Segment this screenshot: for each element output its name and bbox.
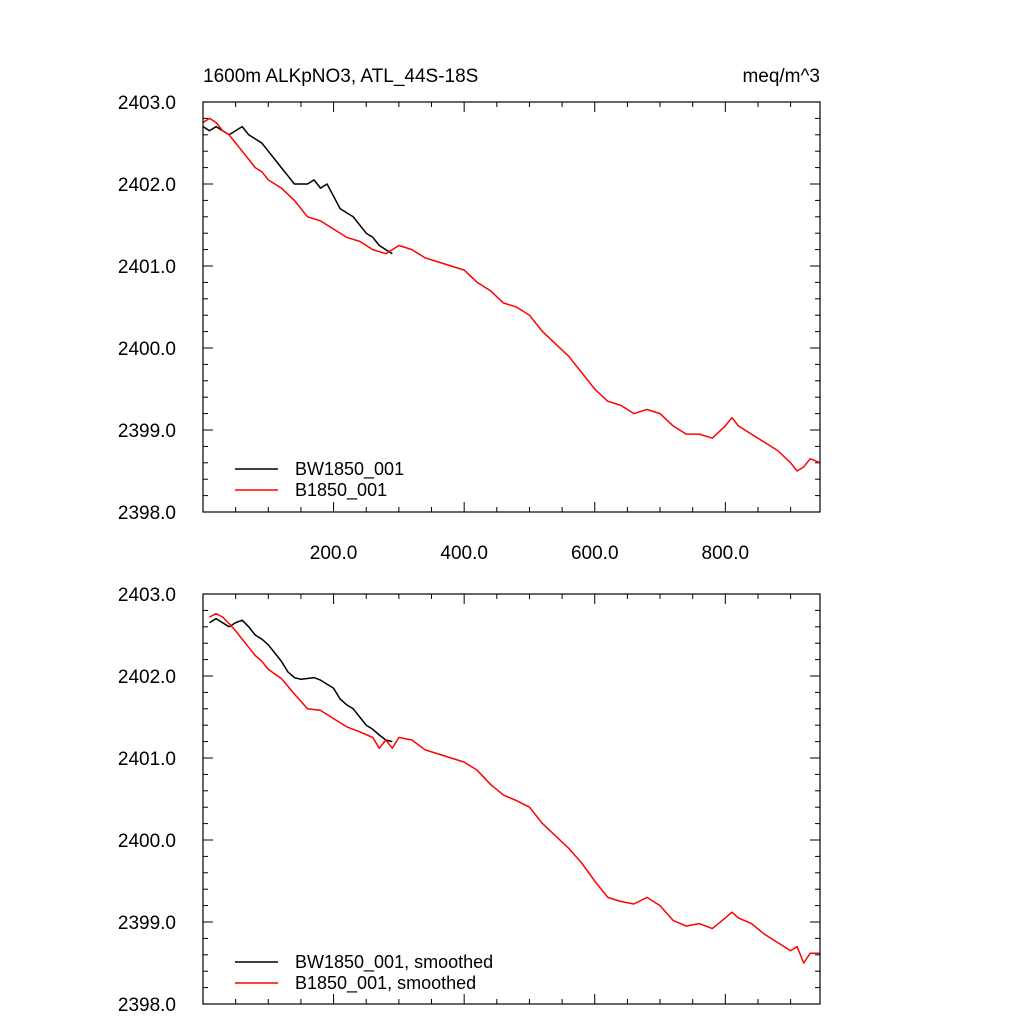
chart-units: meq/m^3: [742, 66, 820, 87]
y-tick-label: 2402.0: [118, 175, 176, 196]
y-tick-label: 2401.0: [118, 257, 176, 278]
series-line-b1850-001: [202, 117, 821, 472]
bottom-panel: 2403.0 2402.0 2401.0 2400.0 2399.0 2398.0 BW1…: [118, 585, 821, 1016]
x-tick-label: 600.0: [571, 543, 619, 564]
y-tick-label: 2399.0: [118, 913, 176, 934]
y-tick-label: 2398.0: [118, 503, 176, 524]
bottom-plot-frame: [202, 593, 821, 1005]
chart-title: 1600m ALKpNO3, ATL_44S-18S: [203, 66, 478, 87]
y-tick-label: 2401.0: [118, 749, 176, 770]
x-tick-label: 400.0: [440, 543, 488, 564]
bottom-legend: BW1850_001, smoothed B1850_001, smoothed: [235, 952, 493, 994]
top-legend: BW1850_001 B1850_001: [235, 459, 404, 501]
series-line-bw1850-001: [202, 125, 393, 255]
y-tick-label: 2403.0: [118, 93, 176, 114]
series-line-b1850-001-smoothed: [209, 612, 820, 964]
legend-label-b1850: B1850_001: [295, 480, 387, 501]
x-tick-label: 200.0: [310, 543, 358, 564]
y-tick-label: 2400.0: [118, 339, 176, 360]
top-panel: 1600m ALKpNO3, ATL_44S-18S meq/m^3 2403.…: [118, 66, 821, 564]
y-tick-label: 2402.0: [118, 667, 176, 688]
y-tick-label: 2399.0: [118, 421, 176, 442]
legend-label-b1850-smoothed: B1850_001, smoothed: [295, 973, 476, 994]
top-plot-frame: [202, 101, 821, 513]
y-tick-label: 2403.0: [118, 585, 176, 606]
legend-label-bw1850-smoothed: BW1850_001, smoothed: [295, 952, 493, 973]
legend-label-bw1850: BW1850_001: [295, 459, 404, 480]
y-tick-label: 2400.0: [118, 831, 176, 852]
x-tick-label: 800.0: [702, 543, 750, 564]
series-line-bw1850-001-smoothed: [209, 617, 393, 743]
y-tick-label: 2398.0: [118, 995, 176, 1016]
